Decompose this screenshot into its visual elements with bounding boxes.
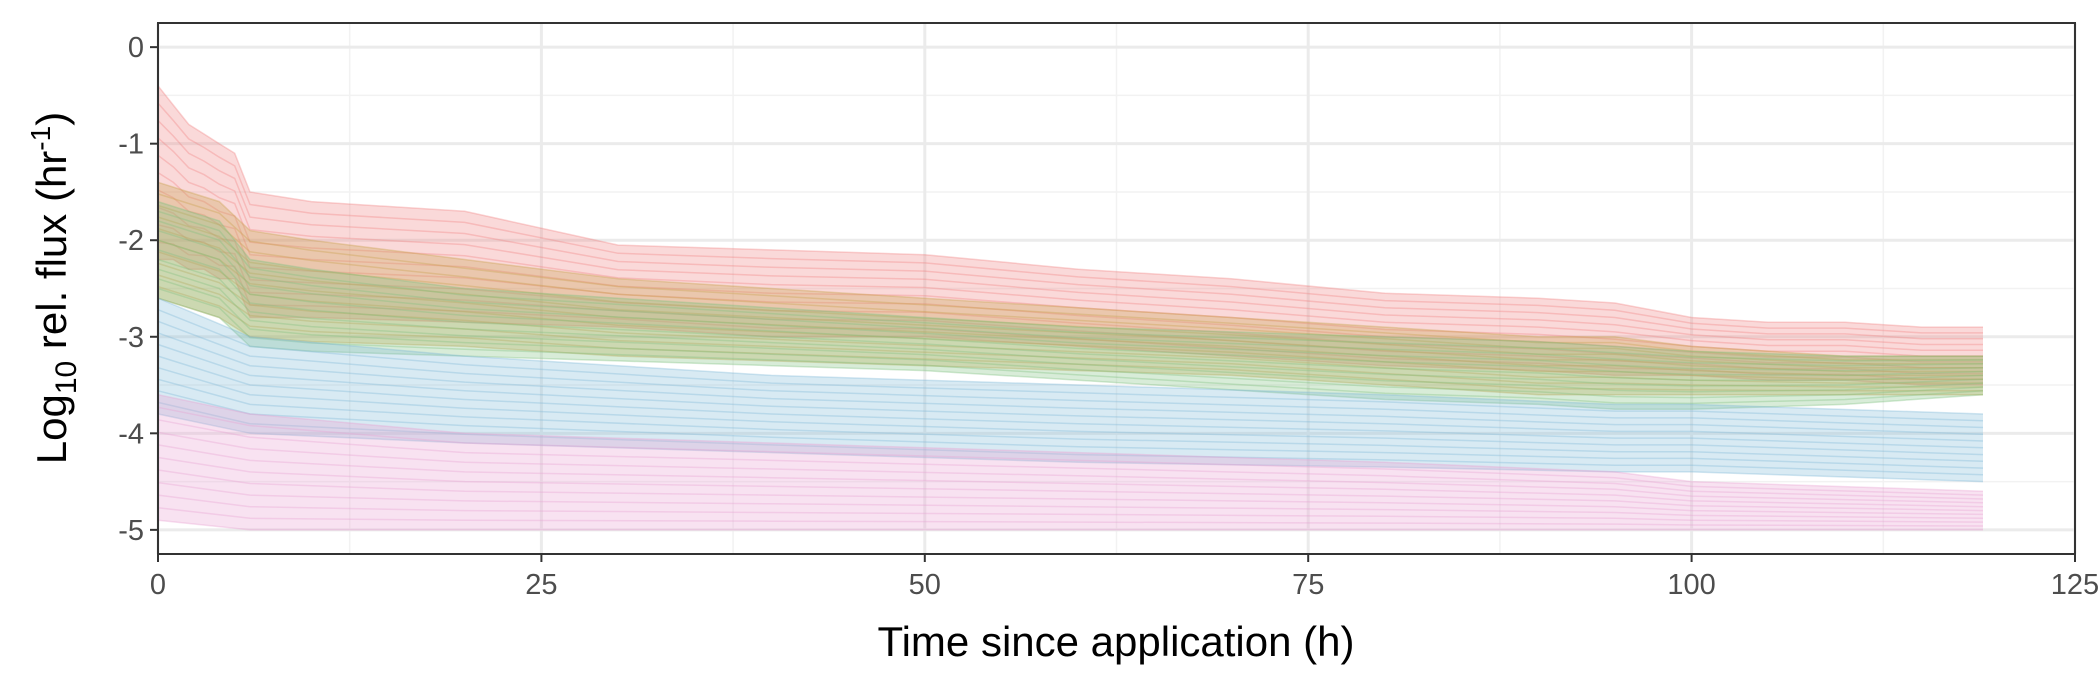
grid-minor xyxy=(158,23,2075,554)
flux-trace xyxy=(157,393,1984,492)
flux-trace xyxy=(157,431,1984,504)
y-axis-ticks: 0 -1 -2 -3 -4 -5 xyxy=(118,32,158,547)
flux-trace xyxy=(157,378,1984,463)
y-axis-title-prefix: Log xyxy=(28,394,75,464)
flux-trace xyxy=(157,171,1983,357)
flux-band-4 xyxy=(158,394,1983,530)
flux-trace xyxy=(157,297,1984,410)
x-tick-label: 0 xyxy=(150,569,166,601)
flux-trace xyxy=(157,249,1984,381)
x-axis-title: Time since application (h) xyxy=(878,618,1355,665)
y-axis-title: Log10 rel. flux (hr-1) xyxy=(25,112,83,464)
flux-trace xyxy=(157,481,1984,520)
flux-trace xyxy=(157,224,1983,375)
flux-trace xyxy=(157,241,1983,381)
flux-trace xyxy=(157,258,1984,387)
plot-panel-border xyxy=(157,22,2076,555)
y-tick-label: -5 xyxy=(118,515,144,547)
x-tick-label: 50 xyxy=(909,569,941,601)
flux-trace xyxy=(157,193,1983,361)
flux-trace xyxy=(157,456,1984,512)
y-tick-label: 0 xyxy=(128,32,144,64)
y-axis-title-middle: rel. flux xyxy=(28,202,75,361)
y-tick-label: -4 xyxy=(118,418,144,450)
flux-trace xyxy=(157,309,1984,422)
flux-trace xyxy=(157,519,1983,531)
flux-trace xyxy=(157,251,1983,381)
flux-trace xyxy=(157,119,1983,340)
flux-trace xyxy=(157,216,1983,369)
flux-trace xyxy=(157,274,1983,388)
flux-band-0 xyxy=(158,85,1983,386)
x-tick-label: 125 xyxy=(2051,569,2099,601)
x-tick-label: 100 xyxy=(1667,569,1715,601)
flux-trace xyxy=(157,189,1983,363)
x-tick-label: 25 xyxy=(525,569,557,601)
flux-trace xyxy=(157,469,1984,516)
flux-band-1 xyxy=(158,182,1983,395)
flux-trace xyxy=(157,343,1984,442)
y-tick-label: -2 xyxy=(118,225,144,257)
flux-trace xyxy=(157,506,1984,527)
y-axis-title-subscript: 10 xyxy=(50,361,83,394)
flux-trace xyxy=(157,401,1984,476)
flux-trace xyxy=(157,220,1984,367)
flux-trace xyxy=(158,258,1983,386)
x-axis-ticks: 0 25 50 75 100 125 xyxy=(150,554,2099,601)
flux-trace xyxy=(157,297,1984,415)
flux-trace xyxy=(157,268,1984,393)
flux-trace xyxy=(157,406,1984,496)
flux-trace xyxy=(157,332,1984,436)
flux-trace xyxy=(157,297,1983,396)
flux-trace xyxy=(157,229,1984,372)
flux-trace xyxy=(157,102,1983,334)
flux-trace xyxy=(157,355,1984,449)
flux-trace xyxy=(157,287,1984,405)
flux-trace xyxy=(157,206,1983,369)
y-axis-title-open-paren: ( xyxy=(28,188,75,202)
flux-trace xyxy=(157,366,1984,456)
flux-trace xyxy=(157,137,1983,346)
y-tick-label: -3 xyxy=(118,322,144,354)
flux-band-3 xyxy=(158,298,1983,482)
flux-trace xyxy=(157,210,1984,362)
flux-bands xyxy=(157,85,1984,531)
flux-trace xyxy=(157,285,1983,392)
flux-trace xyxy=(157,85,1983,328)
flux-trace xyxy=(157,494,1984,523)
flux-trace xyxy=(157,204,1983,365)
flux-trace xyxy=(157,262,1983,384)
flux-trace xyxy=(157,320,1984,429)
flux-trace xyxy=(157,239,1983,377)
flux-trace xyxy=(157,278,1984,399)
flux-trace xyxy=(157,390,1984,469)
y-axis-title-unit: hr xyxy=(28,151,75,188)
x-tick-label: 75 xyxy=(1292,569,1324,601)
flux-band-2 xyxy=(158,201,1983,410)
flux-trace xyxy=(157,200,1983,357)
flux-trace xyxy=(157,227,1983,373)
y-tick-label: -1 xyxy=(118,129,144,161)
flux-trace xyxy=(157,419,1984,500)
flux-trace xyxy=(157,413,1984,483)
flux-trace xyxy=(157,444,1984,508)
y-axis-title-close-paren: ) xyxy=(28,112,75,126)
flux-trace xyxy=(157,239,1984,377)
y-axis-title-exponent: -1 xyxy=(25,126,56,151)
flux-trace xyxy=(157,181,1983,357)
flux-trace xyxy=(157,154,1983,352)
